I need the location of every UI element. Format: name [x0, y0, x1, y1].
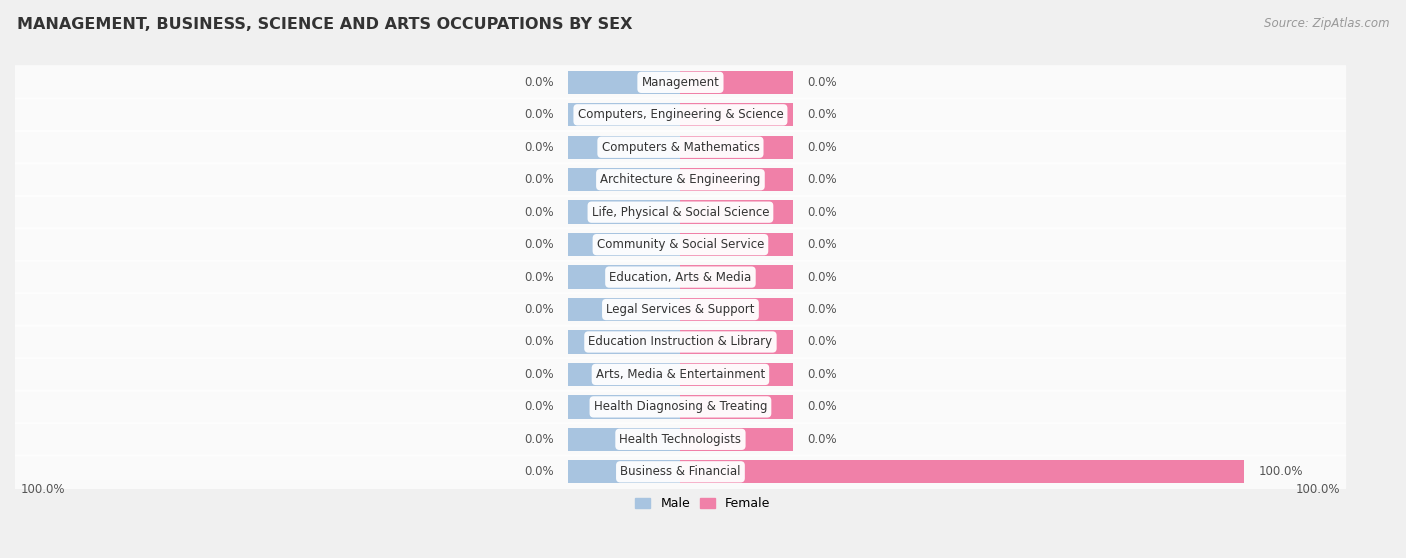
FancyBboxPatch shape [14, 228, 1346, 262]
Text: Source: ZipAtlas.com: Source: ZipAtlas.com [1264, 17, 1389, 30]
Bar [568, 233, 681, 256]
FancyBboxPatch shape [14, 130, 1346, 165]
Text: 100.0%: 100.0% [1258, 465, 1303, 478]
FancyBboxPatch shape [14, 162, 1346, 197]
Bar [681, 298, 793, 321]
FancyBboxPatch shape [14, 195, 1346, 229]
FancyBboxPatch shape [14, 260, 1346, 294]
Text: 0.0%: 0.0% [524, 76, 554, 89]
Text: 0.0%: 0.0% [524, 108, 554, 121]
Text: 100.0%: 100.0% [1296, 483, 1340, 496]
Bar [681, 168, 793, 191]
Text: 0.0%: 0.0% [524, 401, 554, 413]
FancyBboxPatch shape [14, 65, 1346, 99]
Bar [681, 266, 793, 288]
Text: 0.0%: 0.0% [524, 303, 554, 316]
Text: 0.0%: 0.0% [524, 141, 554, 154]
FancyBboxPatch shape [14, 357, 1346, 392]
Bar [681, 460, 1244, 483]
Text: 100.0%: 100.0% [21, 483, 65, 496]
Text: Arts, Media & Entertainment: Arts, Media & Entertainment [596, 368, 765, 381]
Bar [681, 200, 793, 224]
Text: 0.0%: 0.0% [807, 271, 837, 283]
Legend: Male, Female: Male, Female [630, 492, 776, 515]
Text: 0.0%: 0.0% [524, 271, 554, 283]
Text: Architecture & Engineering: Architecture & Engineering [600, 173, 761, 186]
Text: Education Instruction & Library: Education Instruction & Library [588, 335, 772, 349]
Bar [568, 298, 681, 321]
Bar [568, 363, 681, 386]
Text: Management: Management [641, 76, 720, 89]
Bar [568, 71, 681, 94]
Bar [681, 427, 793, 451]
Bar [568, 330, 681, 354]
Text: 0.0%: 0.0% [524, 173, 554, 186]
Text: 0.0%: 0.0% [524, 368, 554, 381]
Text: 0.0%: 0.0% [524, 206, 554, 219]
Text: Health Technologists: Health Technologists [620, 433, 741, 446]
Bar [568, 200, 681, 224]
Bar [568, 266, 681, 288]
Text: 0.0%: 0.0% [807, 108, 837, 121]
Bar [681, 330, 793, 354]
Text: Computers & Mathematics: Computers & Mathematics [602, 141, 759, 154]
FancyBboxPatch shape [14, 292, 1346, 327]
Bar [681, 395, 793, 418]
Bar [568, 168, 681, 191]
Text: 0.0%: 0.0% [807, 173, 837, 186]
Text: Education, Arts & Media: Education, Arts & Media [609, 271, 752, 283]
Bar [681, 233, 793, 256]
Text: Legal Services & Support: Legal Services & Support [606, 303, 755, 316]
Bar [568, 427, 681, 451]
Text: Community & Social Service: Community & Social Service [596, 238, 763, 251]
Bar [681, 71, 793, 94]
Text: 0.0%: 0.0% [807, 238, 837, 251]
FancyBboxPatch shape [14, 98, 1346, 132]
Text: 0.0%: 0.0% [524, 465, 554, 478]
Text: 0.0%: 0.0% [524, 238, 554, 251]
Text: 0.0%: 0.0% [524, 335, 554, 349]
Bar [568, 136, 681, 159]
Text: 0.0%: 0.0% [807, 303, 837, 316]
FancyBboxPatch shape [14, 325, 1346, 359]
Bar [568, 103, 681, 127]
Text: MANAGEMENT, BUSINESS, SCIENCE AND ARTS OCCUPATIONS BY SEX: MANAGEMENT, BUSINESS, SCIENCE AND ARTS O… [17, 17, 633, 32]
Bar [568, 460, 681, 483]
Text: Life, Physical & Social Science: Life, Physical & Social Science [592, 206, 769, 219]
Text: 0.0%: 0.0% [807, 141, 837, 154]
FancyBboxPatch shape [14, 455, 1346, 489]
Text: 0.0%: 0.0% [807, 335, 837, 349]
FancyBboxPatch shape [14, 422, 1346, 456]
Bar [681, 136, 793, 159]
FancyBboxPatch shape [14, 389, 1346, 424]
Text: Business & Financial: Business & Financial [620, 465, 741, 478]
Text: 0.0%: 0.0% [524, 433, 554, 446]
Text: 0.0%: 0.0% [807, 401, 837, 413]
Text: Health Diagnosing & Treating: Health Diagnosing & Treating [593, 401, 768, 413]
Text: 0.0%: 0.0% [807, 433, 837, 446]
Bar [681, 363, 793, 386]
Text: 0.0%: 0.0% [807, 368, 837, 381]
Text: 0.0%: 0.0% [807, 206, 837, 219]
Text: Computers, Engineering & Science: Computers, Engineering & Science [578, 108, 783, 121]
Text: 0.0%: 0.0% [807, 76, 837, 89]
Bar [568, 395, 681, 418]
Bar [681, 103, 793, 127]
